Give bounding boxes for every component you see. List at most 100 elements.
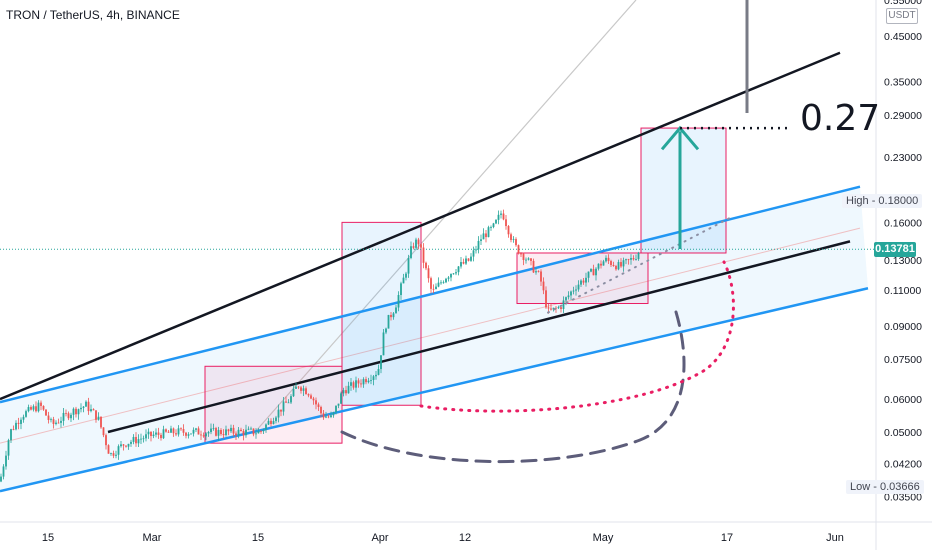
candle-body [110, 453, 112, 454]
y-tick-label: 0.06000 [884, 394, 922, 406]
candle-body [502, 213, 505, 220]
candle-body [595, 268, 597, 276]
candle-body [625, 259, 627, 261]
candle-body [222, 434, 225, 436]
candle-body [205, 433, 207, 437]
candle-body [312, 398, 315, 401]
candle-body [97, 416, 100, 420]
candle-body [367, 380, 370, 383]
candle-body [52, 419, 55, 424]
x-tick-label: 15 [252, 532, 264, 544]
candle-body [75, 408, 77, 415]
currency-unit-badge[interactable]: USDT [886, 8, 918, 24]
candle-body [192, 429, 195, 434]
candle-body [167, 431, 170, 433]
candle-body [497, 214, 500, 220]
candle-body [170, 428, 172, 433]
candle-body [405, 273, 407, 278]
candle-body [600, 263, 602, 266]
candle-body [0, 476, 2, 482]
candle-body [207, 432, 210, 434]
candle-body [135, 436, 137, 444]
candle-body [120, 444, 122, 447]
candle-body [200, 434, 202, 436]
candle-body [257, 430, 260, 434]
candle-body [455, 272, 457, 274]
candle-body [210, 428, 212, 433]
candle-body [340, 393, 342, 404]
candle-body [515, 239, 517, 246]
candle-body [182, 429, 185, 433]
candle-body [422, 247, 425, 263]
candle-body [500, 213, 502, 215]
candle-body [290, 396, 292, 403]
x-tick-label: 17 [721, 532, 733, 544]
candle-body [395, 307, 397, 314]
candle-body [262, 429, 265, 432]
candle-body [202, 435, 205, 437]
candle-body [272, 421, 275, 424]
candle-body [622, 260, 625, 267]
candle-body [470, 256, 472, 261]
candle-body [320, 406, 322, 414]
candle-body [217, 429, 220, 436]
low-label-value: 0.03666 [879, 481, 920, 493]
candle-body [275, 417, 277, 422]
candle-body [117, 446, 120, 455]
candle-body [277, 409, 280, 418]
candle-body [292, 388, 295, 397]
candle-body [47, 415, 50, 420]
candle-body [77, 409, 80, 415]
candle-body [145, 434, 147, 439]
candle-body [130, 441, 132, 444]
x-tick-label: Jun [826, 532, 844, 544]
candle-body [577, 284, 580, 290]
candle-body [360, 383, 362, 385]
candle-body [535, 271, 537, 273]
candle-body [347, 385, 350, 394]
candle-body [232, 427, 235, 434]
candle-body [315, 400, 317, 405]
candle-body [287, 402, 290, 404]
candle-body [570, 291, 572, 296]
candle-body [160, 434, 162, 439]
candle-body [465, 258, 467, 264]
candle-body [2, 466, 5, 477]
candle-body [5, 455, 7, 467]
candle-body [555, 307, 557, 309]
target-price-annotation: 0.27 [800, 98, 881, 139]
candle-body [580, 280, 582, 285]
candle-body [70, 414, 72, 419]
candle-body [410, 246, 412, 259]
candle-body [505, 219, 507, 227]
candle-body [527, 258, 530, 260]
y-tick-label: 0.09000 [884, 321, 922, 333]
candle-body [442, 282, 445, 284]
candle-body [480, 239, 482, 241]
candle-body [532, 260, 535, 273]
candle-body [427, 268, 430, 279]
candle-body [185, 432, 187, 436]
candle-body [267, 420, 270, 425]
candle-body [45, 409, 47, 416]
candle-body [32, 406, 35, 410]
candle-body [352, 382, 355, 388]
candle-body [490, 227, 492, 228]
candle-body [85, 401, 87, 407]
range-box-4 [640, 127, 727, 254]
candle-body [335, 405, 337, 413]
candle-body [40, 402, 42, 406]
candle-body [357, 380, 360, 384]
candle-body [12, 429, 15, 430]
candle-body [337, 403, 340, 406]
cup-dashed-arc [340, 310, 686, 464]
candle-body [165, 429, 167, 432]
candle-body [90, 409, 92, 412]
candle-body [417, 239, 420, 245]
candle-body [255, 433, 257, 435]
candle-body [537, 271, 540, 272]
candle-body [565, 297, 567, 301]
candle-body [345, 390, 347, 394]
candle-body [457, 266, 460, 273]
